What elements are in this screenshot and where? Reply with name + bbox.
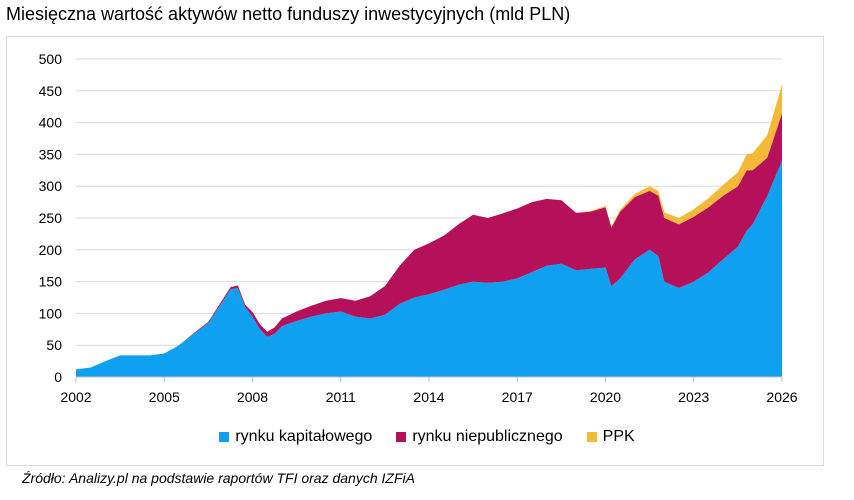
y-tick-label: 300 [39, 178, 63, 194]
y-axis-labels: 0 50 100 150 200 250 300 350 400 450 500 [39, 51, 63, 385]
chart-title: Miesięczna wartość aktywów netto fundusz… [6, 4, 571, 24]
source-note: Źródło: Analizy.pl na podstawie raportów… [22, 470, 415, 486]
y-tick-label: 350 [39, 146, 63, 162]
x-tick-label: 2002 [60, 389, 91, 405]
legend-swatch [396, 432, 407, 442]
x-tick-label: 2005 [149, 389, 180, 405]
x-tick-label: 2017 [502, 389, 533, 405]
y-tick-label: 500 [39, 51, 63, 67]
x-tick-label: 2026 [766, 389, 797, 405]
legend-item-ppk: PPK [586, 428, 635, 446]
x-axis-labels: 2002 2005 2008 2011 2014 2017 2020 2023 2026 [60, 389, 797, 405]
legend: rynku kapitałowego rynku niepublicznego … [0, 428, 854, 446]
y-tick-label: 100 [39, 305, 63, 321]
legend-item-rynku-kapitalowego: rynku kapitałowego [219, 428, 372, 446]
legend-label: rynku niepublicznego [412, 428, 563, 445]
x-tick-label: 2023 [678, 389, 709, 405]
chart-areas [76, 84, 782, 377]
legend-swatch [586, 432, 597, 442]
x-axis [75, 376, 783, 382]
x-tick-label: 2008 [237, 389, 268, 405]
legend-swatch [219, 432, 230, 442]
y-tick-label: 450 [39, 83, 63, 99]
x-tick-label: 2011 [326, 389, 356, 405]
y-tick-label: 400 [39, 115, 63, 131]
x-tick-label: 2014 [413, 389, 444, 405]
y-tick-label: 50 [46, 337, 62, 353]
legend-label: rynku kapitałowego [235, 428, 373, 445]
legend-item-rynku-niepublicznego: rynku niepublicznego [396, 428, 563, 446]
x-tick-label: 2020 [590, 389, 621, 405]
chart-frame [6, 36, 824, 466]
y-tick-label: 0 [54, 369, 62, 385]
area-series [76, 160, 782, 377]
area-series [76, 113, 782, 370]
legend-label: PPK [602, 428, 635, 445]
y-tick-label: 250 [39, 210, 63, 226]
y-tick-label: 150 [39, 274, 63, 290]
y-tick-label: 200 [39, 242, 63, 258]
